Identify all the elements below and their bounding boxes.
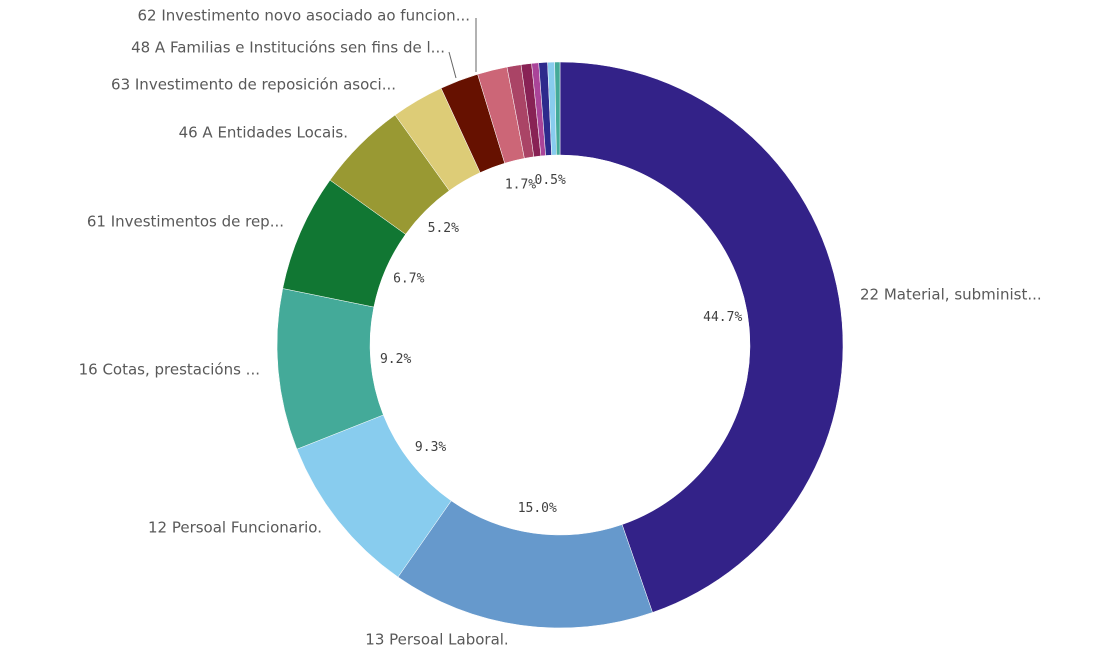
donut-slice bbox=[559, 61, 844, 613]
percent-label: 44.7% bbox=[703, 310, 742, 325]
donut-slice bbox=[554, 61, 561, 156]
category-label: 16 Cotas, prestacións ... bbox=[79, 361, 260, 379]
percent-label: 5.2% bbox=[428, 221, 459, 236]
category-label: 46 A Entidades Locais. bbox=[179, 124, 348, 142]
category-label: 61 Investimentos de rep... bbox=[87, 213, 284, 231]
leader-line bbox=[448, 51, 457, 79]
percent-label: 6.7% bbox=[393, 271, 424, 286]
percent-label: 9.2% bbox=[380, 352, 411, 367]
percent-label: 0.5% bbox=[535, 173, 566, 188]
category-label: 62 Investimento novo asociado ao funcion… bbox=[137, 7, 470, 25]
donut-slice bbox=[397, 500, 653, 629]
percent-label: 15.0% bbox=[518, 501, 557, 516]
percent-label: 1.7% bbox=[505, 177, 536, 192]
category-label: 22 Material, subminist... bbox=[860, 286, 1042, 304]
category-label: 48 A Familias e Institucións sen fins de… bbox=[131, 39, 445, 57]
category-label: 12 Persoal Funcionario. bbox=[148, 519, 322, 537]
category-label: 13 Persoal Laboral. bbox=[365, 631, 508, 649]
percent-label: 9.3% bbox=[415, 440, 446, 455]
category-label: 63 Investimento de reposición asoci... bbox=[111, 76, 396, 94]
